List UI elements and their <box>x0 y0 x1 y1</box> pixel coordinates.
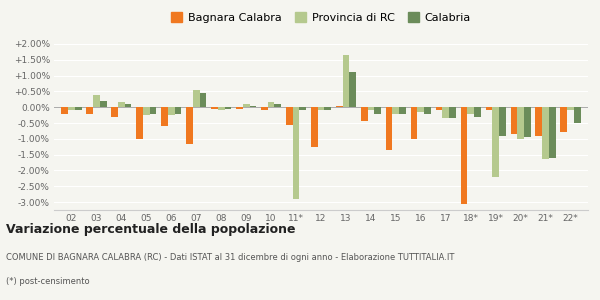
Bar <box>118 102 125 107</box>
Bar <box>349 72 356 107</box>
Bar <box>125 104 131 107</box>
Bar <box>143 107 149 115</box>
Bar <box>567 107 574 110</box>
Bar <box>361 107 368 122</box>
Bar <box>168 107 175 115</box>
Bar <box>186 107 193 144</box>
Bar <box>111 107 118 117</box>
Legend: Bagnara Calabra, Provincia di RC, Calabria: Bagnara Calabra, Provincia di RC, Calabr… <box>167 7 475 27</box>
Bar <box>274 104 281 107</box>
Bar <box>200 93 206 107</box>
Bar <box>61 107 68 113</box>
Text: (*) post-censimento: (*) post-censimento <box>6 278 89 286</box>
Bar <box>535 107 542 136</box>
Bar <box>68 107 75 110</box>
Bar <box>336 106 343 107</box>
Bar <box>86 107 93 113</box>
Text: Variazione percentuale della popolazione: Variazione percentuale della popolazione <box>6 224 296 236</box>
Bar <box>499 107 506 136</box>
Bar <box>467 107 474 113</box>
Bar <box>293 107 299 199</box>
Bar <box>93 94 100 107</box>
Bar <box>317 107 325 110</box>
Bar <box>493 107 499 177</box>
Bar <box>524 107 531 137</box>
Bar <box>161 107 168 126</box>
Bar <box>418 107 424 112</box>
Bar <box>574 107 581 123</box>
Bar <box>261 107 268 110</box>
Bar <box>474 107 481 117</box>
Bar <box>136 107 143 139</box>
Bar <box>100 101 107 107</box>
Bar <box>436 107 442 110</box>
Bar <box>224 107 231 109</box>
Bar <box>511 107 517 134</box>
Bar <box>236 107 243 109</box>
Bar <box>386 107 392 150</box>
Bar <box>392 107 399 113</box>
Bar <box>560 107 567 133</box>
Bar <box>399 107 406 113</box>
Bar <box>449 107 456 118</box>
Bar <box>75 107 82 110</box>
Bar <box>424 107 431 113</box>
Bar <box>542 107 549 159</box>
Bar <box>250 106 256 107</box>
Bar <box>517 107 524 139</box>
Text: COMUNE DI BAGNARA CALABRA (RC) - Dati ISTAT al 31 dicembre di ogni anno - Elabor: COMUNE DI BAGNARA CALABRA (RC) - Dati IS… <box>6 254 454 262</box>
Bar <box>311 107 317 147</box>
Bar <box>193 90 200 107</box>
Bar <box>243 104 250 107</box>
Bar <box>268 102 274 107</box>
Bar <box>286 107 293 124</box>
Bar <box>368 107 374 110</box>
Bar <box>442 107 449 118</box>
Bar <box>211 107 218 109</box>
Bar <box>175 107 181 113</box>
Bar <box>299 107 306 110</box>
Bar <box>549 107 556 158</box>
Bar <box>485 107 493 110</box>
Bar <box>411 107 418 139</box>
Bar <box>218 107 224 110</box>
Bar <box>461 107 467 204</box>
Bar <box>149 107 157 113</box>
Bar <box>343 55 349 107</box>
Bar <box>325 107 331 110</box>
Bar <box>374 107 381 113</box>
